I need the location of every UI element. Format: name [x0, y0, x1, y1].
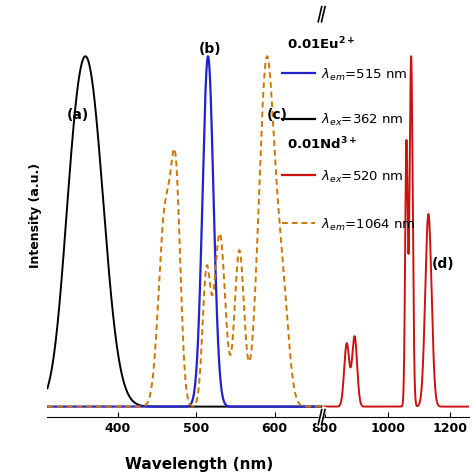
Text: $\lambda_{em}$=1064 nm: $\lambda_{em}$=1064 nm	[321, 217, 416, 233]
Text: (d): (d)	[431, 257, 454, 271]
Text: Wavelength (nm): Wavelength (nm)	[125, 457, 273, 472]
Y-axis label: Intensity (a.u.): Intensity (a.u.)	[29, 163, 42, 268]
Text: $\lambda_{ex}$=362 nm: $\lambda_{ex}$=362 nm	[321, 112, 404, 128]
Text: (b): (b)	[199, 42, 221, 56]
Text: $\lambda_{ex}$=520 nm: $\lambda_{ex}$=520 nm	[321, 169, 404, 185]
Text: $\lambda_{em}$=515 nm: $\lambda_{em}$=515 nm	[321, 67, 407, 83]
Text: $\mathbf{0.01Nd^{3+}}$: $\mathbf{0.01Nd^{3+}}$	[287, 136, 357, 152]
Text: (c): (c)	[267, 109, 288, 122]
Text: $\mathbf{0.01Eu^{2+}}$: $\mathbf{0.01Eu^{2+}}$	[287, 36, 355, 53]
Text: (a): (a)	[67, 109, 89, 122]
